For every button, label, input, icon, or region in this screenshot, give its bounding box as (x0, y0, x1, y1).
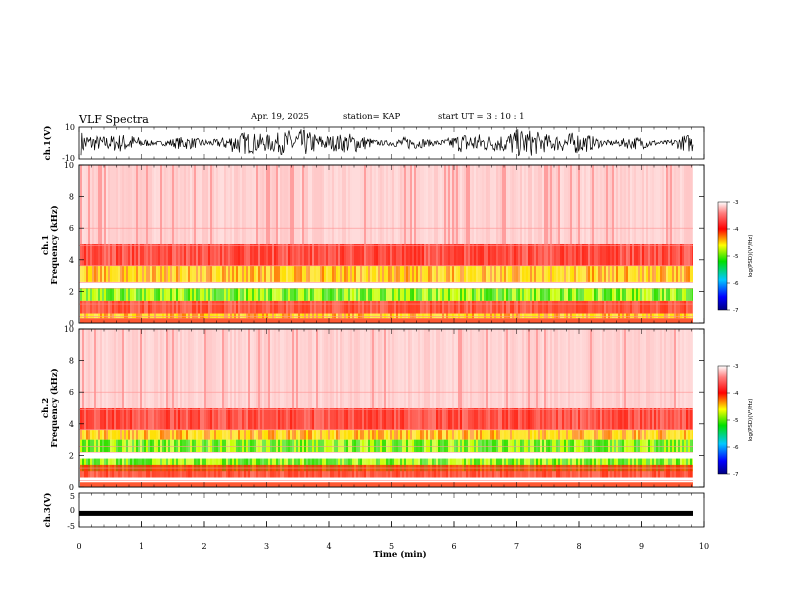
colorbar-tick-label: -5 (733, 254, 739, 260)
ch3-ytick-bottom: -5 (67, 522, 75, 531)
ch1-ytick-bottom: -10 (62, 154, 75, 163)
xtick-label: 8 (576, 542, 581, 551)
ch3-signal-line (79, 510, 693, 516)
ytick-label: 0 (69, 319, 74, 328)
colorbar-tick-label: -5 (733, 418, 739, 424)
ytick-label: 2 (69, 287, 74, 296)
xtick-label: 7 (514, 542, 519, 551)
ch1-colorbar-label: log(PSD)(V²/Hz) (747, 235, 754, 278)
ytick-label: 2 (69, 451, 74, 460)
ytick-label: 4 (69, 420, 74, 429)
ch3-waveform-panel: 5 0 -5 ch.3(V) 0 1 2 3 4 5 6 7 8 9 10 Time (min) (42, 127, 709, 560)
chart-title: VLF Spectra (79, 113, 149, 126)
ch2-ylabel-frequency: Frequency (kHz) (49, 368, 60, 447)
ch1-colorbar (717, 201, 728, 311)
ch1-waveform-line (80, 129, 694, 157)
colorbar-tick-label: -3 (733, 200, 739, 206)
station-label: station= KAP (343, 112, 401, 122)
colorbar-tick-label: -7 (733, 308, 739, 314)
date-label: Apr. 19, 2025 (251, 112, 309, 122)
ytick-label: 8 (69, 357, 74, 366)
ch3-ytick-mid: 0 (70, 506, 75, 515)
xtick-label: 0 (76, 542, 81, 551)
ytick-label: 4 (69, 256, 74, 265)
ytick-label: 0 (69, 483, 74, 492)
ytick-label: 10 (64, 161, 74, 170)
ch1-ylabel-channel: ch.1 (41, 235, 51, 255)
ytick-label: 6 (69, 388, 74, 397)
colorbar-tick-label: -3 (733, 364, 739, 370)
ch1-ylabel: ch.1(V) (42, 126, 53, 161)
colorbar-tick-label: -4 (733, 227, 739, 233)
ytick-label: 8 (69, 193, 74, 202)
xtick-label: 4 (326, 542, 331, 551)
ch3-ytick-top: 5 (70, 492, 75, 501)
xtick-label: 2 (201, 542, 206, 551)
ch2-spectrogram-image (79, 329, 704, 487)
ch2-colorbar (717, 365, 728, 475)
colorbar-tick-label: -4 (733, 391, 739, 397)
ytick-label: 10 (64, 325, 74, 334)
ch1-ylabel-frequency: Frequency (kHz) (49, 205, 60, 284)
ch1-spectrogram-image (79, 165, 704, 323)
ch1-ytick-top: 10 (65, 123, 75, 132)
ytick-label: 6 (69, 224, 74, 233)
colorbar-tick-label: -6 (733, 281, 739, 287)
colorbar-tick-label: -6 (733, 445, 739, 451)
ch2-colorbar-label: log(PSD)(V²/Hz) (747, 399, 754, 442)
ch2-ylabel-channel: ch.2 (41, 398, 51, 418)
colorbar-tick-label: -7 (733, 472, 739, 478)
ch3-ylabel: ch.3(V) (42, 493, 53, 528)
x-axis-label: Time (min) (373, 549, 426, 560)
xtick-label: 9 (639, 542, 644, 551)
start-time-label: start UT = 3 : 10 : 1 (438, 112, 525, 122)
xtick-label: 10 (699, 542, 709, 551)
xtick-label: 1 (139, 542, 144, 551)
ch1-waveform-panel: 10 -10 ch.1(V) (42, 123, 705, 163)
xtick-label: 6 (451, 542, 456, 551)
xtick-label: 5 (389, 542, 394, 551)
xtick-label: 3 (264, 542, 269, 551)
